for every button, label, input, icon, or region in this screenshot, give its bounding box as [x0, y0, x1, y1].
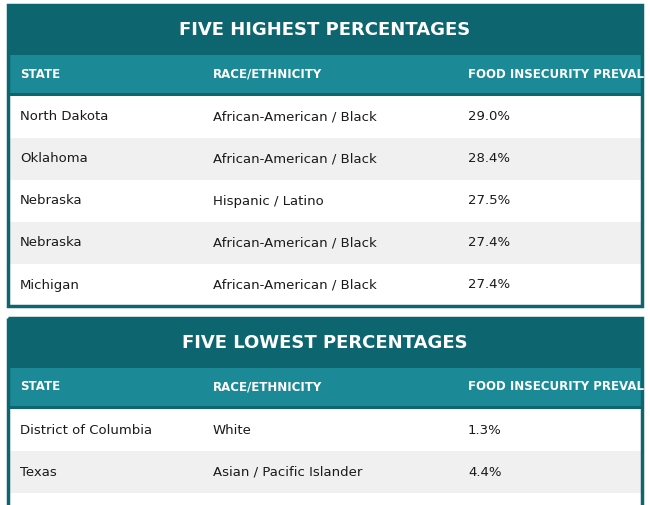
Bar	[8, 409, 642, 451]
Text: African-American / Black: African-American / Black	[213, 236, 377, 249]
Bar	[8, 180, 642, 222]
Text: 29.0%: 29.0%	[468, 111, 510, 124]
Text: African-American / Black: African-American / Black	[213, 153, 377, 166]
Bar	[8, 406, 642, 409]
Text: Texas: Texas	[20, 466, 57, 479]
Text: 27.4%: 27.4%	[468, 278, 510, 291]
Text: STATE: STATE	[20, 380, 60, 393]
Bar	[8, 318, 642, 368]
Text: Hispanic / Latino: Hispanic / Latino	[213, 194, 324, 208]
Text: Oklahoma: Oklahoma	[20, 153, 88, 166]
Bar	[8, 96, 642, 138]
Text: FOOD INSECURITY PREVALENCE: FOOD INSECURITY PREVALENCE	[468, 380, 650, 393]
Text: Nebraska: Nebraska	[20, 236, 83, 249]
Bar	[8, 451, 642, 493]
Text: FIVE LOWEST PERCENTAGES: FIVE LOWEST PERCENTAGES	[182, 334, 468, 352]
Bar	[8, 368, 642, 406]
Text: RACE/ETHNICITY: RACE/ETHNICITY	[213, 380, 322, 393]
Text: Michigan: Michigan	[20, 278, 80, 291]
Bar	[8, 93, 642, 96]
Text: 4.4%: 4.4%	[468, 466, 502, 479]
Bar	[8, 55, 642, 93]
Bar	[8, 5, 642, 55]
Text: STATE: STATE	[20, 68, 60, 80]
Text: 1.3%: 1.3%	[468, 424, 502, 436]
Text: 28.4%: 28.4%	[468, 153, 510, 166]
Text: North Dakota: North Dakota	[20, 111, 109, 124]
Text: Asian / Pacific Islander: Asian / Pacific Islander	[213, 466, 363, 479]
Text: Nebraska: Nebraska	[20, 194, 83, 208]
Text: RACE/ETHNICITY: RACE/ETHNICITY	[213, 68, 322, 80]
Text: African-American / Black: African-American / Black	[213, 111, 377, 124]
Bar	[8, 493, 642, 505]
Bar	[8, 138, 642, 180]
Text: White: White	[213, 424, 252, 436]
Bar	[8, 5, 642, 306]
Text: 27.4%: 27.4%	[468, 236, 510, 249]
Text: FIVE HIGHEST PERCENTAGES: FIVE HIGHEST PERCENTAGES	[179, 21, 471, 39]
Bar	[8, 318, 642, 505]
Text: FOOD INSECURITY PREVALENCE: FOOD INSECURITY PREVALENCE	[468, 68, 650, 80]
Text: African-American / Black: African-American / Black	[213, 278, 377, 291]
Bar	[8, 222, 642, 264]
Bar	[8, 264, 642, 306]
Text: 27.5%: 27.5%	[468, 194, 510, 208]
Text: District of Columbia: District of Columbia	[20, 424, 152, 436]
